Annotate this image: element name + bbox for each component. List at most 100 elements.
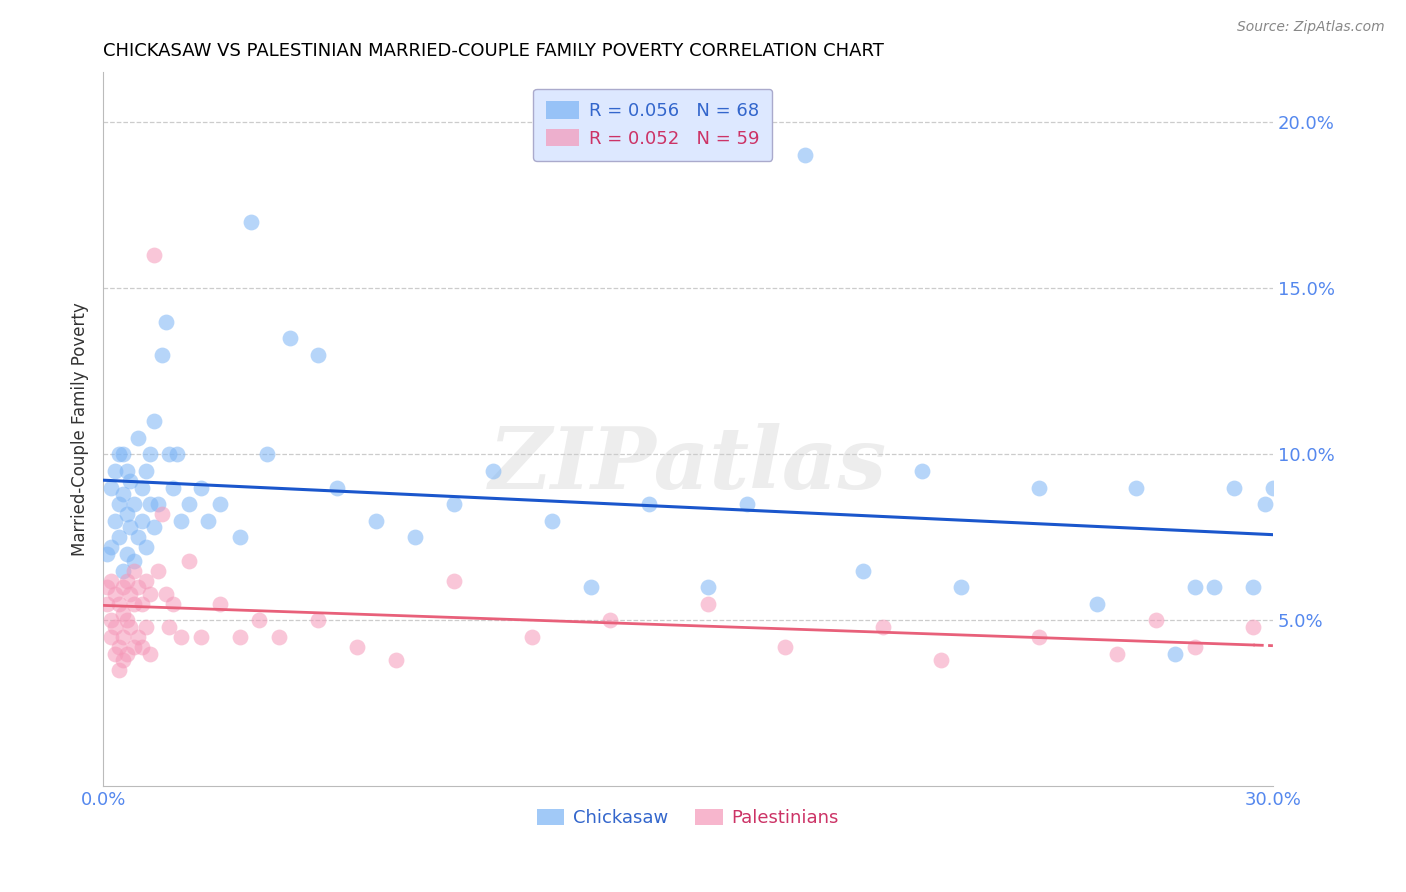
Point xyxy=(157,620,180,634)
Point xyxy=(96,547,118,561)
Point xyxy=(115,614,138,628)
Point xyxy=(1184,580,1206,594)
Point xyxy=(131,481,153,495)
Point xyxy=(111,653,134,667)
Point xyxy=(209,497,232,511)
Point xyxy=(326,481,349,495)
Point xyxy=(111,487,134,501)
Point xyxy=(155,314,177,328)
Point xyxy=(949,580,972,594)
Point xyxy=(228,630,250,644)
Point xyxy=(100,541,122,555)
Point xyxy=(104,587,127,601)
Point xyxy=(190,481,212,495)
Y-axis label: Married-Couple Family Poverty: Married-Couple Family Poverty xyxy=(72,302,89,557)
Point xyxy=(190,630,212,644)
Point xyxy=(111,447,134,461)
Point xyxy=(120,474,142,488)
Point xyxy=(931,653,953,667)
Point xyxy=(794,148,817,162)
Point xyxy=(135,574,157,588)
Point xyxy=(162,597,184,611)
Point xyxy=(1241,580,1264,594)
Point xyxy=(155,587,177,601)
Point xyxy=(872,620,894,634)
Legend: Chickasaw, Palestinians: Chickasaw, Palestinians xyxy=(530,802,846,835)
Point xyxy=(107,530,129,544)
Point xyxy=(146,497,169,511)
Point xyxy=(247,614,270,628)
Point xyxy=(107,597,129,611)
Point xyxy=(142,414,165,428)
Point xyxy=(520,630,543,644)
Point xyxy=(131,514,153,528)
Point xyxy=(579,580,602,594)
Point xyxy=(131,597,153,611)
Point xyxy=(197,514,219,528)
Point xyxy=(443,574,465,588)
Point xyxy=(346,640,368,654)
Point xyxy=(1204,580,1226,594)
Point xyxy=(177,554,200,568)
Point xyxy=(115,574,138,588)
Point xyxy=(127,630,149,644)
Point xyxy=(111,580,134,594)
Point xyxy=(104,464,127,478)
Point xyxy=(775,640,797,654)
Point xyxy=(307,348,329,362)
Point xyxy=(177,497,200,511)
Point xyxy=(735,497,758,511)
Point xyxy=(104,514,127,528)
Point xyxy=(696,580,718,594)
Point xyxy=(443,497,465,511)
Point xyxy=(100,614,122,628)
Point xyxy=(146,564,169,578)
Point xyxy=(124,564,146,578)
Text: ZIPatlas: ZIPatlas xyxy=(489,424,887,507)
Point xyxy=(111,630,134,644)
Point xyxy=(115,464,138,478)
Point xyxy=(107,663,129,677)
Point xyxy=(120,620,142,634)
Point xyxy=(139,587,162,601)
Point xyxy=(1028,630,1050,644)
Point xyxy=(482,464,505,478)
Point xyxy=(150,348,173,362)
Point xyxy=(911,464,934,478)
Point xyxy=(135,541,157,555)
Point xyxy=(540,514,562,528)
Point xyxy=(364,514,387,528)
Point xyxy=(696,597,718,611)
Point xyxy=(1028,481,1050,495)
Point xyxy=(162,481,184,495)
Point xyxy=(96,580,118,594)
Point xyxy=(104,620,127,634)
Point xyxy=(1087,597,1109,611)
Point xyxy=(107,497,129,511)
Point xyxy=(131,640,153,654)
Point xyxy=(100,630,122,644)
Point xyxy=(120,520,142,534)
Point xyxy=(142,248,165,262)
Point xyxy=(1125,481,1147,495)
Point xyxy=(107,640,129,654)
Point xyxy=(124,597,146,611)
Point xyxy=(307,614,329,628)
Text: CHICKASAW VS PALESTINIAN MARRIED-COUPLE FAMILY POVERTY CORRELATION CHART: CHICKASAW VS PALESTINIAN MARRIED-COUPLE … xyxy=(103,42,884,60)
Point xyxy=(100,481,122,495)
Point xyxy=(127,580,149,594)
Point xyxy=(139,647,162,661)
Point xyxy=(124,554,146,568)
Point xyxy=(228,530,250,544)
Point xyxy=(139,447,162,461)
Point xyxy=(1184,640,1206,654)
Text: Source: ZipAtlas.com: Source: ZipAtlas.com xyxy=(1237,20,1385,34)
Point xyxy=(120,587,142,601)
Point xyxy=(150,507,173,521)
Point xyxy=(127,530,149,544)
Point xyxy=(384,653,406,667)
Point xyxy=(852,564,875,578)
Point xyxy=(1105,647,1128,661)
Point xyxy=(166,447,188,461)
Point xyxy=(115,547,138,561)
